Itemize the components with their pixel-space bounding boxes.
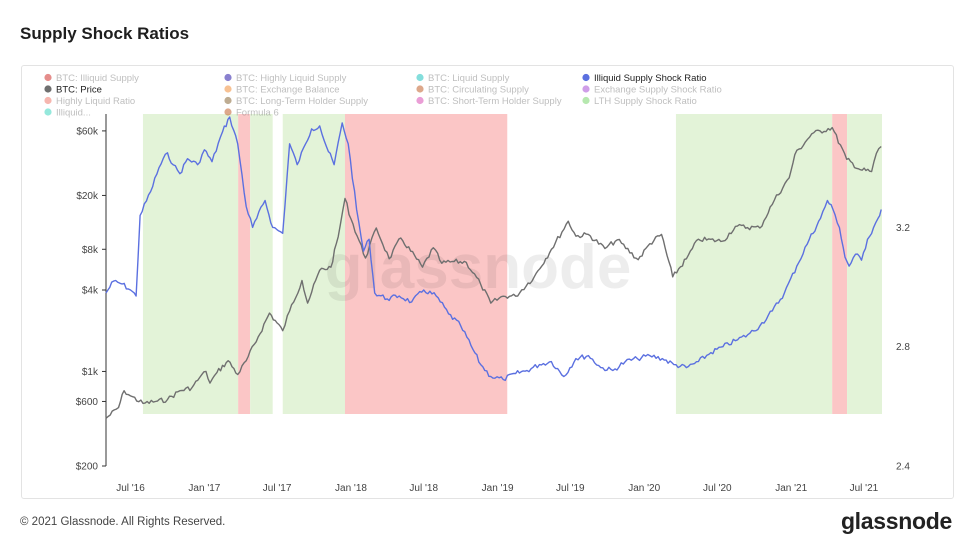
legend-color-dot [582,73,590,82]
legend-item[interactable]: BTC: Exchange Balance [224,85,340,96]
legend-color-dot [44,73,52,82]
btc-price-line [105,126,882,419]
legend-label: BTC: Liquid Supply [428,73,510,84]
legend-label: Illiquid Supply Shock Ratio [594,73,706,84]
legend-item[interactable]: BTC: Price [44,85,102,96]
right-axis-tick-label: 3.2 [896,223,910,234]
legend-item[interactable]: Illiquid... [44,108,91,119]
legend-color-dot [224,73,232,82]
x-axis-tick-label: Jul '21 [850,483,879,494]
copyright-text: © 2021 Glassnode. All Rights Reserved. [20,516,226,528]
legend-label: BTC: Short-Term Holder Supply [428,96,562,107]
red-signal-band [832,114,848,414]
legend-item[interactable]: Highly Liquid Ratio [44,96,135,107]
legend: BTC: Illiquid Supply BTC: Highly Liquid S… [44,73,722,119]
left-axis-ticks: $200 $600 $1k $4k $8k $20k $60k [76,126,106,473]
supply-shock-chart: glassnode $200$600$1k$4k$8k$20k$60k 2.42… [44,73,910,494]
left-axis-tick-label: $200 [76,462,99,473]
legend-label: Highly Liquid Ratio [56,96,135,107]
legend-item[interactable]: BTC: Circulating Supply [416,85,529,96]
legend-item[interactable]: Illiquid Supply Shock Ratio [582,73,706,84]
left-axis-tick-label: $8k [82,245,99,256]
left-axis-tick-label: $4k [82,286,99,297]
legend-item[interactable]: BTC: Highly Liquid Supply [224,73,347,84]
green-signal-band [250,114,273,414]
glassnode-logo[interactable]: glassnode [840,508,952,534]
chart-panel: glassnode $200 $600 $1k $4k $8k $20k $60k 2.4 2… [21,65,954,499]
left-axis-tick-label: $1k [82,367,99,378]
legend-label: Exchange Supply Shock Ratio [594,85,722,96]
x-axis-tick-label: Jan '21 [775,483,807,494]
legend-color-dot [44,108,52,116]
legend-item[interactable]: Formula 6 [224,108,279,119]
x-axis-tick-label: Jul '18 [409,483,438,494]
legend-color-dot [582,96,590,105]
legend-label: BTC: Illiquid Supply [56,73,139,84]
red-signal-band [238,114,251,414]
legend-label: BTC: Highly Liquid Supply [236,73,347,84]
right-axis-tick-label: 2.4 [896,462,910,473]
legend-label: Illiquid... [56,108,91,119]
legend-item[interactable]: BTC: Illiquid Supply [44,73,139,84]
legend-color-dot [44,96,52,105]
x-axis-tick-label: Jul '19 [556,483,585,494]
right-axis-ticks: 2.4 2.8 3.2 [896,223,910,473]
legend-color-dot [224,85,232,93]
x-axis-tick-label: Jan '19 [482,483,514,494]
green-signal-band [142,114,239,414]
legend-label: Formula 6 [236,108,279,119]
illiquid-supply-shock-ratio-line [105,116,882,382]
legend-item[interactable]: BTC: Long-Term Holder Supply [224,96,368,107]
x-axis-tick-label: Jan '18 [335,483,367,494]
x-axis-tick-label: Jul '17 [263,483,292,494]
green-signal-band [675,114,833,414]
left-axis-tick-label: $60k [76,126,99,137]
page-title: Supply Shock Ratios [20,24,190,43]
x-axis-ticks: Jul '16 Jan '17 Jul '17 Jan '18 Jul '18 Jan '… [116,483,878,494]
legend-color-dot [416,85,424,93]
legend-item[interactable]: LTH Supply Shock Ratio [582,96,697,107]
watermark-text: glassnode [325,233,632,302]
legend-color-dot [44,85,52,93]
legend-item[interactable]: Exchange Supply Shock Ratio [582,85,722,96]
right-axis-tick-label: 2.8 [896,342,910,353]
legend-label: BTC: Price [56,85,102,96]
x-axis-tick-label: Jul '16 [116,483,145,494]
legend-color-dot [416,73,424,82]
legend-item[interactable]: BTC: Short-Term Holder Supply [416,96,562,107]
legend-label: LTH Supply Shock Ratio [594,96,697,107]
legend-item[interactable]: BTC: Liquid Supply [416,73,510,84]
legend-label: BTC: Long-Term Holder Supply [236,96,368,107]
series-lines [105,116,882,419]
x-axis-tick-label: Jul '20 [703,483,732,494]
legend-label: BTC: Circulating Supply [428,85,529,96]
legend-color-dot [224,108,232,116]
legend-color-dot [224,96,232,105]
left-axis-tick-label: $20k [76,191,99,202]
legend-color-dot [416,96,424,105]
legend-color-dot [582,85,590,93]
green-signal-band [847,114,882,414]
legend-label: BTC: Exchange Balance [236,85,340,96]
left-axis-tick-label: $600 [76,397,99,408]
x-axis-tick-label: Jan '17 [188,483,220,494]
x-axis-tick-label: Jan '20 [628,483,660,494]
